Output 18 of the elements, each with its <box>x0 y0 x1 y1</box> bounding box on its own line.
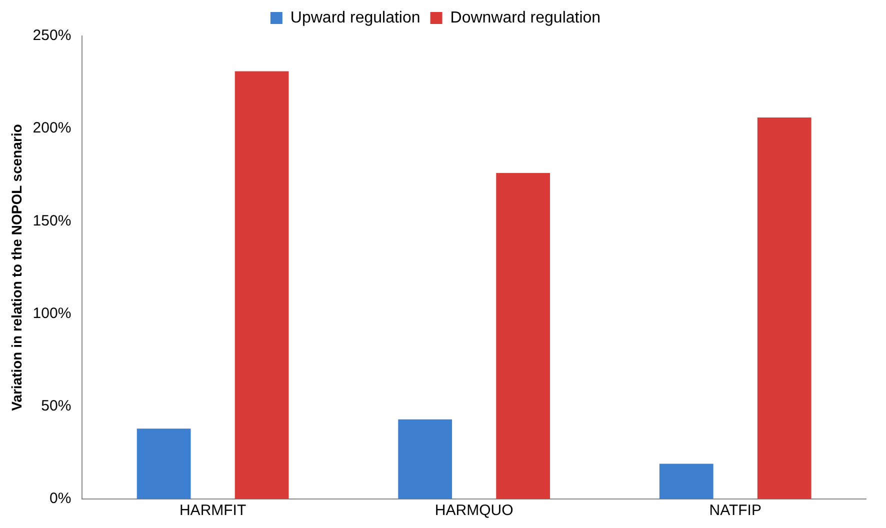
bar <box>757 117 812 499</box>
bar <box>398 419 452 499</box>
legend-label: Downward regulation <box>450 9 601 26</box>
y-tick-label: 100% <box>32 304 72 322</box>
y-tick-label: 50% <box>41 398 72 415</box>
y-tick-label: 200% <box>32 120 72 137</box>
legend-label: Upward regulation <box>290 9 420 26</box>
x-tick-label: HARMQUO <box>434 502 514 520</box>
bar <box>496 173 550 499</box>
y-tick-label: 0% <box>49 490 72 508</box>
bar <box>136 428 191 499</box>
x-tick-label: NATFIP <box>709 502 762 520</box>
bar <box>234 71 289 499</box>
y-tick-label: 150% <box>32 212 72 230</box>
y-axis-title: Variation in relation to the NOPOL scenario <box>8 124 24 411</box>
x-tick-label: HARMFIT <box>179 502 246 520</box>
y-tick-label: 250% <box>32 27 72 44</box>
bar <box>659 464 714 499</box>
